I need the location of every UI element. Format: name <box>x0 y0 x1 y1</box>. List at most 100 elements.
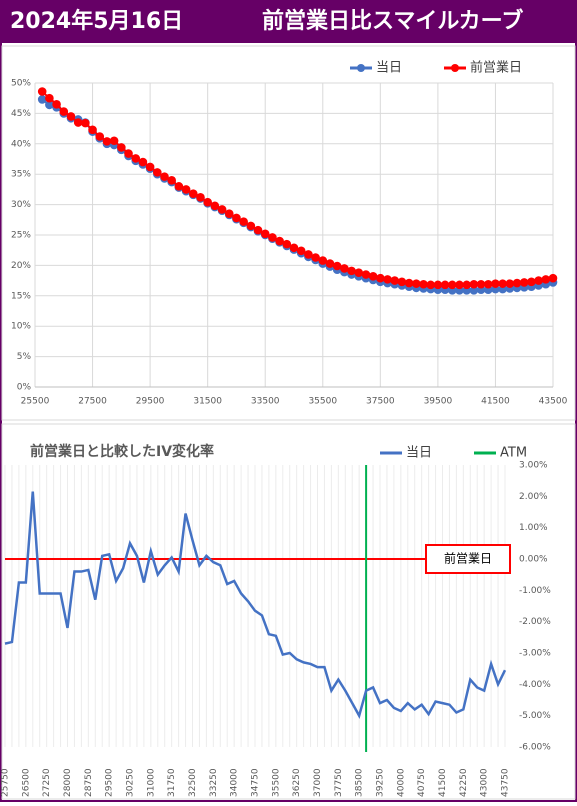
x-tick-label: 33500 <box>251 397 280 407</box>
marker <box>81 118 90 128</box>
marker <box>476 279 486 289</box>
marker <box>37 87 47 96</box>
series-line <box>4 491 507 719</box>
marker <box>332 261 342 271</box>
y-tick-label: -6.00% <box>519 743 551 753</box>
x-tick-label: 25500 <box>21 397 50 407</box>
x-tick-label: 36250 <box>292 768 302 797</box>
marker <box>117 143 126 152</box>
marker <box>246 221 256 231</box>
x-tick-label: 40750 <box>417 768 427 797</box>
marker <box>361 270 371 279</box>
legend-marker <box>357 64 365 72</box>
header-bar <box>0 0 577 43</box>
marker <box>124 149 133 158</box>
legend-label: 当日 <box>376 61 402 76</box>
marker <box>541 275 551 284</box>
header-date: 2024年5月16日 <box>10 8 183 34</box>
x-tick-label: 39500 <box>424 397 453 407</box>
x-tick-label: 43750 <box>501 768 511 797</box>
x-tick-label: 41500 <box>481 397 510 407</box>
marker <box>397 277 407 287</box>
marker <box>138 157 148 167</box>
y-tick-label: 0.00% <box>519 555 548 565</box>
marker <box>419 279 428 289</box>
x-tick-label: 29500 <box>136 397 165 407</box>
marker <box>412 279 421 288</box>
x-tick-label: 40000 <box>396 768 406 797</box>
marker <box>275 236 284 246</box>
x-tick-label: 31000 <box>146 768 156 797</box>
x-tick-label: 30250 <box>126 768 136 797</box>
marker <box>102 137 112 146</box>
marker <box>131 154 141 163</box>
marker <box>59 107 69 116</box>
marker <box>153 168 162 177</box>
marker <box>462 280 471 290</box>
marker <box>304 250 313 259</box>
marker <box>440 280 450 290</box>
header-title: 前営業日比スマイルカーブ <box>262 8 523 34</box>
x-tick-label: 38500 <box>355 768 365 797</box>
x-tick-label: 29500 <box>105 768 115 797</box>
y-tick-label: 20% <box>11 261 31 271</box>
y-tick-label: -5.00% <box>519 711 551 721</box>
y-tick-label: -2.00% <box>519 617 551 627</box>
chart-frame <box>1 45 576 421</box>
legend-label: 前営業日 <box>470 60 522 76</box>
marker <box>260 229 270 239</box>
y-tick-label: -1.00% <box>519 586 551 596</box>
marker <box>188 189 198 198</box>
y-tick-label: -3.00% <box>519 649 551 659</box>
marker <box>505 279 515 288</box>
marker <box>447 280 457 290</box>
marker <box>217 205 227 214</box>
legend-label: ATM <box>500 446 527 461</box>
marker <box>37 95 47 104</box>
marker <box>498 279 507 288</box>
marker <box>109 136 119 146</box>
x-tick-label: 37750 <box>334 768 344 797</box>
marker <box>469 279 479 289</box>
marker <box>174 182 184 191</box>
marker <box>167 175 176 185</box>
marker <box>354 268 364 277</box>
marker <box>534 276 543 285</box>
x-tick-label: 42250 <box>459 768 469 797</box>
y-tick-label: 5% <box>17 352 32 362</box>
reference-label-box <box>425 544 511 574</box>
x-tick-label: 26500 <box>21 768 31 797</box>
y-tick-label: 15% <box>11 291 31 301</box>
marker <box>548 273 558 283</box>
marker <box>145 162 155 172</box>
marker <box>318 256 328 265</box>
marker <box>52 99 61 109</box>
marker <box>491 279 500 288</box>
y-tick-label: 2.00% <box>519 492 548 502</box>
x-tick-label: 25750 <box>1 768 11 797</box>
marker <box>239 217 248 226</box>
y-tick-label: 1.00% <box>519 523 548 533</box>
y-tick-label: 45% <box>11 109 31 119</box>
y-tick-label: 25% <box>11 231 31 241</box>
marker <box>95 132 105 141</box>
y-tick-label: 35% <box>11 170 31 180</box>
marker <box>390 276 400 285</box>
x-tick-label: 27500 <box>78 397 107 407</box>
x-tick-label: 27250 <box>42 768 52 797</box>
y-tick-label: 50% <box>11 79 31 89</box>
x-tick-label: 35500 <box>308 397 337 407</box>
chart-frame <box>1 423 576 800</box>
y-tick-label: 3.00% <box>519 461 548 471</box>
marker <box>210 201 220 211</box>
marker <box>512 278 522 288</box>
x-tick-label: 37000 <box>313 768 323 797</box>
y-tick-label: -4.00% <box>519 680 551 690</box>
y-tick-label: 40% <box>11 139 31 149</box>
marker <box>253 225 263 235</box>
marker <box>88 125 97 135</box>
marker <box>325 259 335 268</box>
marker <box>383 275 392 284</box>
